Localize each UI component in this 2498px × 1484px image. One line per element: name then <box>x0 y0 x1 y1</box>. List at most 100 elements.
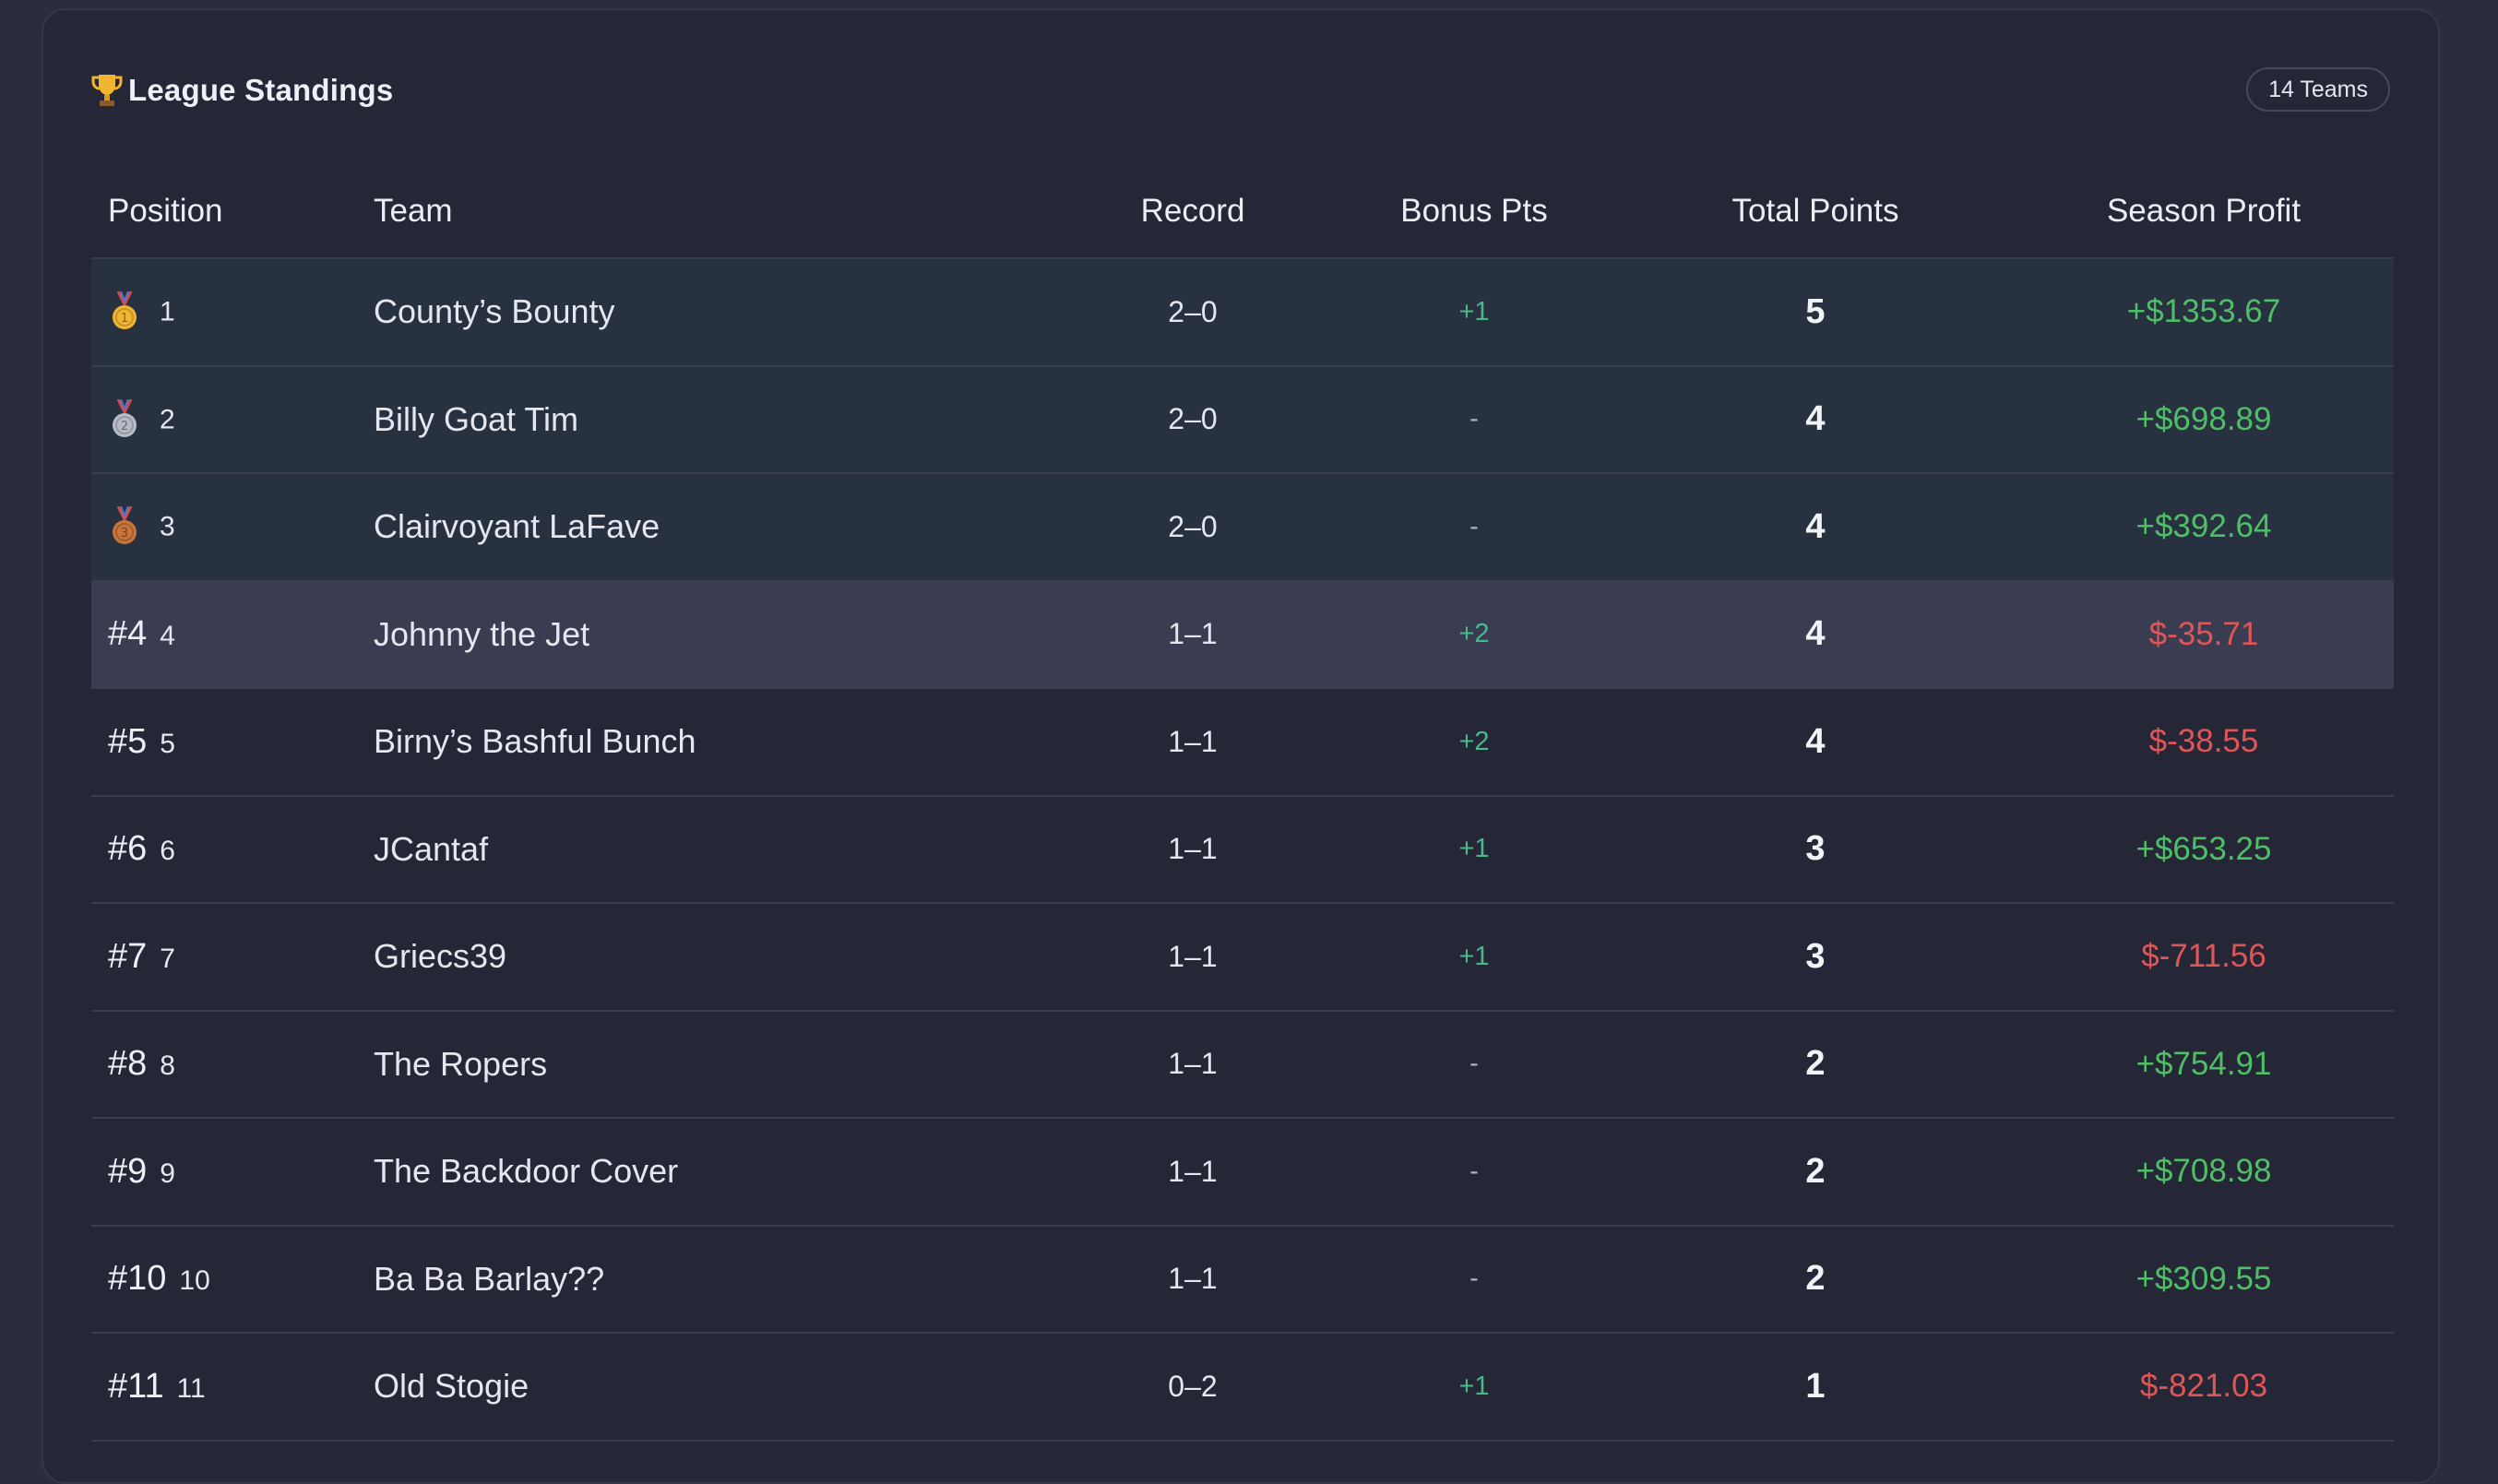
position-cell: #9 9 <box>91 1118 357 1227</box>
column-header-season-profit[interactable]: Season Profit <box>2014 165 2394 259</box>
column-header-record[interactable]: Record <box>1054 165 1331 259</box>
column-header-position[interactable]: Position <box>91 165 357 259</box>
table-row[interactable]: #5 5 Birny’s Bashful Bunch 1–1 +2 4 $-38.55 <box>91 688 2394 797</box>
column-header-bonus-pts[interactable]: Bonus Pts <box>1331 165 1617 259</box>
position-cell: #10 10 <box>91 1225 357 1334</box>
team-name[interactable]: JCantaf <box>357 795 1054 904</box>
team-count-badge: 14 Teams <box>2246 67 2390 112</box>
rank-number: 8 <box>160 1051 175 1082</box>
record-cell: 1–1 <box>1054 1010 1331 1119</box>
season-profit-cell: +$1353.67 <box>2014 258 2394 367</box>
table-row[interactable]: #9 9 The Backdoor Cover 1–1-2 +$708.98 <box>91 1118 2394 1227</box>
table-row[interactable]: 2 2 Billy Goat Tim 2–0-4 +$698.89 <box>91 365 2394 474</box>
total-points-cell: 2 <box>1617 1010 2014 1119</box>
bonus-points-cell: +1 <box>1331 1333 1617 1442</box>
table-row[interactable]: #7 7 Griecs39 1–1 +1 3 $-711.56 <box>91 903 2394 1012</box>
table-row[interactable]: 1 1 County’s Bounty 2–0 +1 5 +$1353.67 <box>91 258 2394 367</box>
total-points-cell: 3 <box>1617 795 2014 904</box>
table-row[interactable]: #4 4 Johnny the Jet 1–1 +2 4 $-35.71 <box>91 580 2394 689</box>
position-cell: #6 6 <box>91 795 357 904</box>
bonus-points-cell: +1 <box>1331 258 1617 367</box>
total-points-cell: 2 <box>1617 1225 2014 1334</box>
total-points-cell: 4 <box>1617 473 2014 582</box>
rank-tag: #8 <box>108 1044 148 1084</box>
table-row[interactable]: #6 6 JCantaf 1–1 +1 3 +$653.25 <box>91 795 2394 904</box>
bronze-medal-icon: 3 <box>113 506 137 545</box>
team-name[interactable]: County’s Bounty <box>357 258 1054 367</box>
gold-medal-icon: 1 <box>113 291 137 330</box>
team-name[interactable]: The Ropers <box>357 1010 1054 1119</box>
column-header-team[interactable]: Team <box>357 165 1054 259</box>
rank-tag: #10 <box>108 1259 167 1299</box>
bonus-points-cell: - <box>1331 473 1617 582</box>
record-cell: 1–1 <box>1054 795 1331 904</box>
rank-number: 9 <box>160 1158 175 1189</box>
table-row[interactable]: #10 10 Ba Ba Barlay?? 1–1-2 +$309.55 <box>91 1225 2394 1334</box>
team-name[interactable]: Clairvoyant LaFave <box>357 473 1054 582</box>
table-row[interactable]: 3 3 Clairvoyant LaFave 2–0-4 +$392.64 <box>91 473 2394 582</box>
league-standings-card: League Standings 14 Teams Position Team … <box>42 8 2440 1484</box>
standings-table: Position Team Record Bonus Pts Total Poi… <box>91 165 2394 1442</box>
title-group: League Standings <box>91 64 393 117</box>
season-profit-cell: $-38.55 <box>2014 688 2394 797</box>
season-profit-cell: $-711.56 <box>2014 903 2394 1012</box>
rank-number: 4 <box>160 621 175 652</box>
record-cell: 2–0 <box>1054 365 1331 474</box>
bonus-points-cell: - <box>1331 1010 1617 1119</box>
rank-number: 10 <box>179 1265 210 1297</box>
trophy-icon <box>91 75 123 106</box>
position-cell: #8 8 <box>91 1010 357 1119</box>
total-points-cell: 4 <box>1617 580 2014 689</box>
record-cell: 2–0 <box>1054 258 1331 367</box>
record-cell: 1–1 <box>1054 1225 1331 1334</box>
team-name[interactable]: The Backdoor Cover <box>357 1118 1054 1227</box>
total-points-cell: 4 <box>1617 688 2014 797</box>
record-cell: 1–1 <box>1054 1118 1331 1227</box>
bonus-points-cell: +1 <box>1331 795 1617 904</box>
season-profit-cell: $-821.03 <box>2014 1333 2394 1442</box>
total-points-cell: 4 <box>1617 365 2014 474</box>
bonus-points-cell: - <box>1331 1225 1617 1334</box>
rank-tag: #11 <box>108 1366 164 1406</box>
total-points-cell: 3 <box>1617 903 2014 1012</box>
team-name[interactable]: Ba Ba Barlay?? <box>357 1225 1054 1334</box>
team-name[interactable]: Johnny the Jet <box>357 580 1054 689</box>
bonus-points-cell: - <box>1331 365 1617 474</box>
svg-text:3: 3 <box>121 527 128 540</box>
total-points-cell: 1 <box>1617 1333 2014 1442</box>
season-profit-cell: +$392.64 <box>2014 473 2394 582</box>
season-profit-cell: +$653.25 <box>2014 795 2394 904</box>
table-row[interactable]: #11 11 Old Stogie 0–2 +1 1 $-821.03 <box>91 1333 2394 1442</box>
standings-body: 1 1 County’s Bounty 2–0 +1 5 +$1353.67 2 2 Billy … <box>91 258 2394 1442</box>
rank-number: 7 <box>160 943 175 974</box>
card-header: League Standings 14 Teams <box>91 64 2390 119</box>
team-name[interactable]: Billy Goat Tim <box>357 365 1054 474</box>
bonus-points-cell: +2 <box>1331 580 1617 689</box>
total-points-cell: 2 <box>1617 1118 2014 1227</box>
total-points-cell: 5 <box>1617 258 2014 367</box>
bonus-points-cell: - <box>1331 1118 1617 1227</box>
rank-tag: #9 <box>108 1151 148 1191</box>
rank-number: 1 <box>160 296 175 327</box>
season-profit-cell: +$309.55 <box>2014 1225 2394 1334</box>
column-header-total-points[interactable]: Total Points <box>1617 165 2014 259</box>
team-name[interactable]: Old Stogie <box>357 1333 1054 1442</box>
team-name[interactable]: Birny’s Bashful Bunch <box>357 688 1054 797</box>
page-title: League Standings <box>128 73 394 107</box>
record-cell: 0–2 <box>1054 1333 1331 1442</box>
rank-number: 11 <box>176 1372 206 1404</box>
bonus-points-cell: +2 <box>1331 688 1617 797</box>
table-row[interactable]: #8 8 The Ropers 1–1-2 +$754.91 <box>91 1010 2394 1119</box>
bonus-points-cell: +1 <box>1331 903 1617 1012</box>
team-name[interactable]: Griecs39 <box>357 903 1054 1012</box>
rank-tag: #6 <box>108 829 148 869</box>
svg-text:1: 1 <box>121 312 128 326</box>
table-header-row: Position Team Record Bonus Pts Total Poi… <box>91 165 2394 259</box>
svg-text:2: 2 <box>121 420 128 433</box>
record-cell: 2–0 <box>1054 473 1331 582</box>
silver-medal-icon: 2 <box>113 398 137 437</box>
record-cell: 1–1 <box>1054 580 1331 689</box>
position-cell: #4 4 <box>91 580 357 689</box>
